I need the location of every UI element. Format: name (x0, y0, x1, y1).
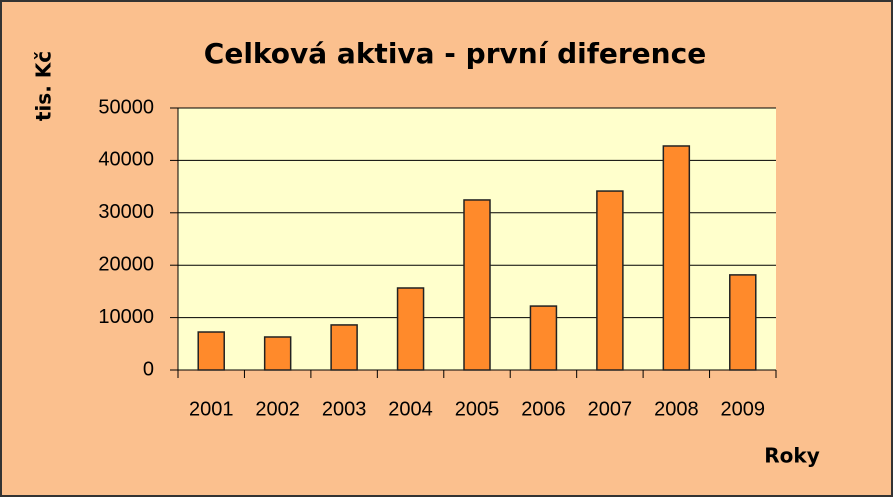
x-tick-label: 2006 (521, 398, 566, 420)
chart-title: Celková aktiva - první diference (204, 37, 706, 70)
y-tick-label: 0 (143, 358, 154, 380)
bar (463, 199, 491, 371)
x-tick-label: 2009 (721, 398, 766, 420)
y-tick-label: 20000 (98, 253, 154, 275)
bar (596, 190, 624, 371)
bar (197, 331, 225, 371)
x-tick-label: 2003 (322, 398, 367, 420)
x-axis-title: Roky (764, 444, 819, 468)
x-tick-label: 2002 (255, 398, 300, 420)
y-tick-label: 10000 (98, 306, 154, 328)
y-axis-title: tis. Kč (32, 51, 56, 121)
x-tick-label: 2005 (455, 398, 500, 420)
x-tick-label: 2007 (588, 398, 633, 420)
y-tick-label: 50000 (98, 96, 154, 118)
x-tick-label: 2004 (388, 398, 433, 420)
y-tick-label: 30000 (98, 201, 154, 223)
y-tick-label: 40000 (98, 149, 154, 171)
bar (330, 324, 358, 371)
bar (396, 287, 425, 371)
bar (529, 305, 558, 371)
bar (263, 336, 292, 371)
x-tick-label: 2008 (654, 398, 699, 420)
bar (729, 274, 757, 371)
x-tick-label: 2001 (189, 398, 234, 420)
bar (662, 145, 691, 371)
